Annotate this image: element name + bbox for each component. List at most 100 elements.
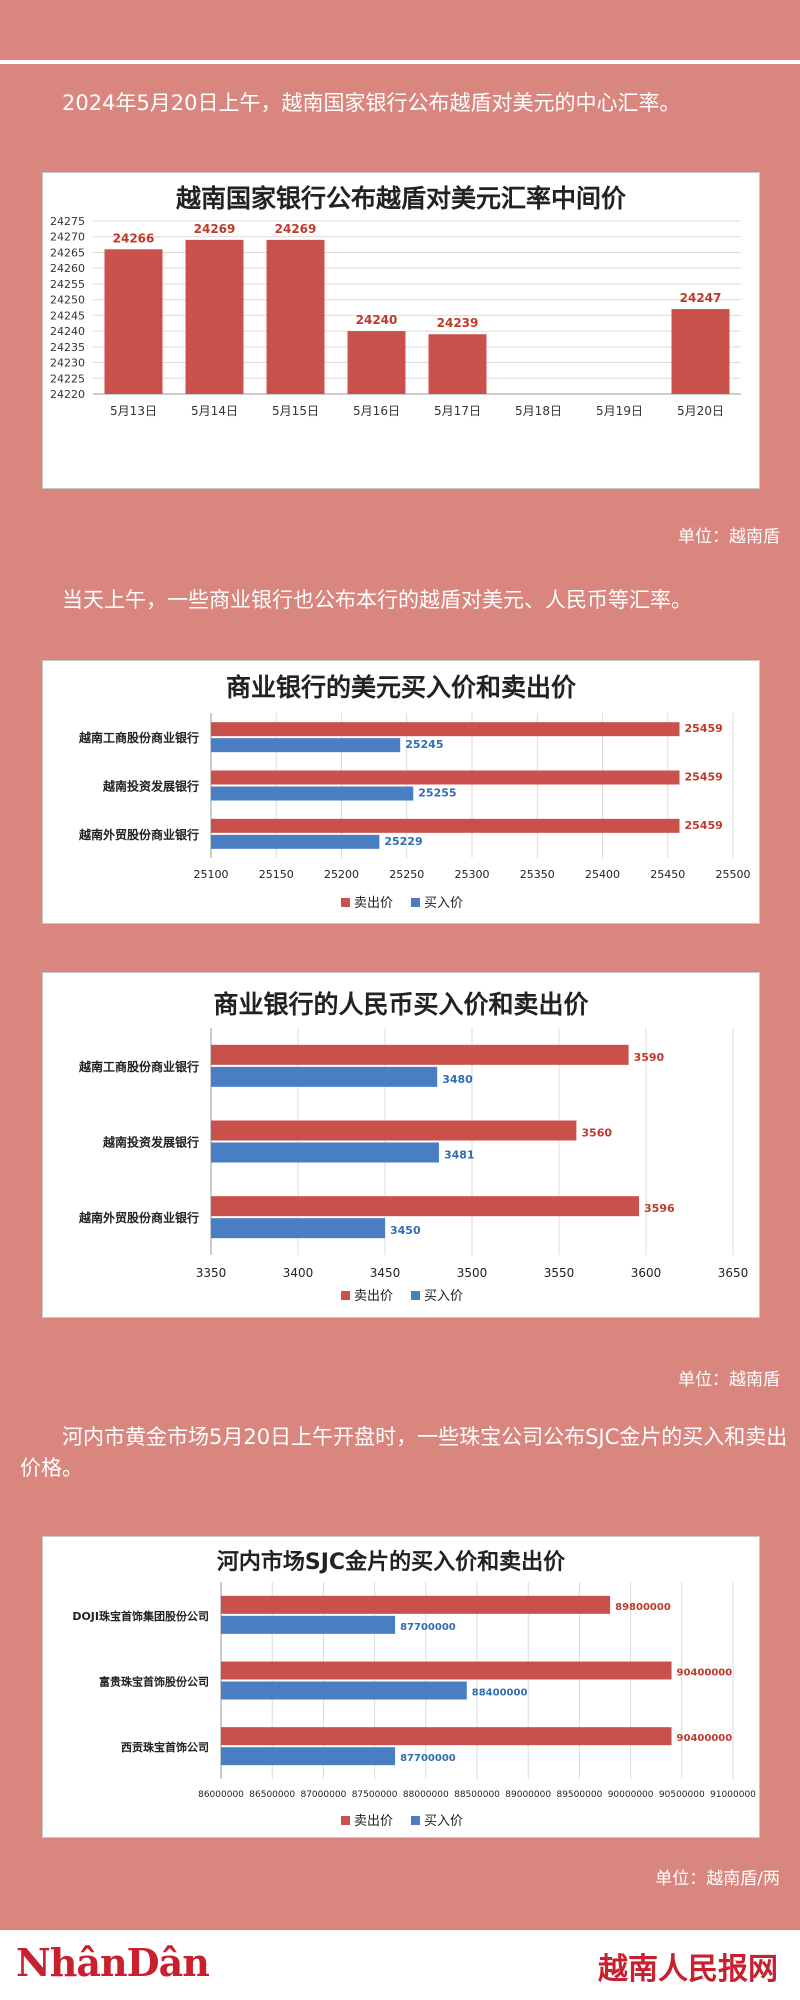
x-tick-label: 25350 — [520, 868, 555, 881]
y-tick-label: 24250 — [50, 294, 85, 307]
x-tick-label: 3650 — [718, 1266, 749, 1280]
buy-value-label: 87700000 — [400, 1622, 456, 1633]
x-tick-label: 5月18日 — [515, 404, 562, 418]
bar-value-label: 24269 — [275, 222, 317, 236]
sell-value-label: 3596 — [644, 1202, 675, 1215]
x-tick-label: 3350 — [196, 1266, 227, 1280]
x-tick-label: 5月15日 — [272, 404, 319, 418]
category-label: 越南投资发展银行 — [102, 1135, 199, 1150]
bar — [266, 239, 325, 394]
x-tick-label: 90000000 — [608, 1790, 654, 1800]
bar — [671, 309, 730, 394]
x-tick-label: 25300 — [455, 868, 490, 881]
sell-bar — [211, 818, 680, 833]
category-label: DOJI珠宝首饰集团股份公司 — [72, 1609, 209, 1623]
legend-swatch-sell — [341, 1816, 350, 1825]
sell-bar — [211, 1120, 577, 1141]
x-tick-label: 5月13日 — [110, 404, 157, 418]
sell-bar — [211, 1196, 640, 1217]
sell-bar — [211, 770, 680, 785]
unit-label-2: 单位：越南盾 — [678, 1370, 780, 1390]
buy-bar — [211, 738, 401, 753]
chart-title: 商业银行的人民币买入价和卖出价 — [213, 990, 589, 1019]
y-tick-label: 24260 — [50, 262, 85, 275]
y-tick-label: 24230 — [50, 357, 85, 370]
x-tick-label: 25400 — [585, 868, 620, 881]
y-tick-label: 24275 — [50, 215, 85, 228]
sell-value-label: 25459 — [684, 819, 722, 832]
bar — [347, 331, 406, 394]
x-tick-label: 5月17日 — [434, 404, 481, 418]
y-tick-label: 24245 — [50, 309, 85, 322]
legend-swatch-buy — [411, 1816, 420, 1825]
x-tick-label: 5月14日 — [191, 404, 238, 418]
unit-label-3: 单位：越南盾/两 — [655, 1869, 780, 1889]
top-divider — [0, 60, 800, 64]
sell-bar — [211, 722, 680, 737]
legend-swatch-sell — [341, 898, 350, 907]
sjc-gold-price-chart: 河内市场SJC金片的买入价和卖出价 86000000 86500000 8700000… — [72, 1549, 756, 1829]
x-tick-label: 86000000 — [198, 1790, 244, 1800]
buy-value-label: 3480 — [442, 1073, 473, 1086]
category-label: 越南外贸股份商业银行 — [78, 827, 199, 842]
y-tick-label: 24265 — [50, 246, 85, 259]
legend-swatch-sell — [341, 1291, 350, 1300]
y-tick-label: 24270 — [50, 231, 85, 244]
sell-bar — [221, 1727, 672, 1746]
buy-value-label: 3450 — [390, 1224, 421, 1237]
buy-value-label: 25255 — [418, 787, 456, 800]
nhandan-logo: NhânDân — [16, 1940, 210, 1985]
bar-value-label: 24240 — [356, 313, 398, 327]
y-tick-label: 24240 — [50, 325, 85, 338]
unit-label-1: 单位：越南盾 — [678, 527, 780, 547]
chart-card-central-rate: 越南国家银行公布越盾对美元汇率中间价 24220 24225 24230 24235 24… — [42, 172, 760, 489]
category-label: 富贵珠宝首饰股份公司 — [99, 1675, 209, 1689]
x-tick-label: 5月19日 — [596, 404, 643, 418]
intro-paragraph-3: 河内市黄金市场5月20日上午开盘时，一些珠宝公司公布SJC金片的买入和卖出价格。 — [20, 1425, 788, 1480]
bar — [428, 334, 487, 394]
sell-value-label: 90400000 — [677, 1668, 733, 1679]
category-label: 越南投资发展银行 — [102, 779, 199, 794]
bar-value-label: 24266 — [113, 231, 155, 245]
x-tick-label: 25200 — [324, 868, 359, 881]
legend-label-buy: 买入价 — [424, 896, 463, 911]
x-tick-label: 3400 — [283, 1266, 314, 1280]
y-tick-label: 24235 — [50, 341, 85, 354]
sell-bar — [211, 1044, 629, 1065]
bar-value-label: 24269 — [194, 222, 236, 236]
x-tick-label: 90500000 — [659, 1790, 705, 1800]
legend-swatch-buy — [411, 898, 420, 907]
x-tick-label: 25150 — [259, 868, 294, 881]
chart-title: 河内市场SJC金片的买入价和卖出价 — [217, 1549, 566, 1575]
sell-value-label: 3590 — [634, 1051, 665, 1064]
sell-bar — [221, 1661, 672, 1680]
buy-bar — [211, 1142, 439, 1163]
category-label: 越南工商股份商业银行 — [78, 730, 199, 745]
buy-value-label: 87700000 — [400, 1753, 456, 1764]
y-tick-label: 24220 — [50, 388, 85, 401]
x-tick-label: 3550 — [544, 1266, 575, 1280]
usd-bank-rate-chart: 商业银行的美元买入价和卖出价 25100 25150 25200 25250 25300 2… — [78, 673, 751, 911]
bar-value-label: 24239 — [437, 316, 479, 330]
intro-paragraph-1: 2024年5月20日上午，越南国家银行公布越盾对美元的中心汇率。 — [62, 91, 681, 115]
sell-value-label: 90400000 — [677, 1733, 733, 1744]
sell-value-label: 25459 — [684, 722, 722, 735]
x-tick-label: 3500 — [457, 1266, 488, 1280]
x-tick-label: 25450 — [650, 868, 685, 881]
buy-bar — [211, 834, 380, 849]
sell-value-label: 3560 — [581, 1127, 612, 1140]
x-tick-label: 89000000 — [505, 1790, 551, 1800]
sell-bar — [221, 1595, 611, 1614]
bar-value-label: 24247 — [680, 291, 722, 305]
x-tick-label: 86500000 — [249, 1790, 295, 1800]
x-tick-label: 5月20日 — [677, 404, 724, 418]
legend-label-buy: 买入价 — [424, 1289, 463, 1304]
x-tick-label: 3600 — [631, 1266, 662, 1280]
buy-value-label: 3481 — [444, 1149, 475, 1162]
bar — [104, 249, 163, 394]
x-tick-label: 25100 — [194, 868, 229, 881]
legend-label-sell: 卖出价 — [354, 1814, 393, 1829]
chart-card-gold: 河内市场SJC金片的买入价和卖出价 86000000 86500000 8700000… — [42, 1536, 760, 1838]
buy-bar — [221, 1747, 396, 1766]
intro-paragraph-2: 当天上午，一些商业银行也公布本行的越盾对美元、人民币等汇率。 — [62, 588, 692, 612]
